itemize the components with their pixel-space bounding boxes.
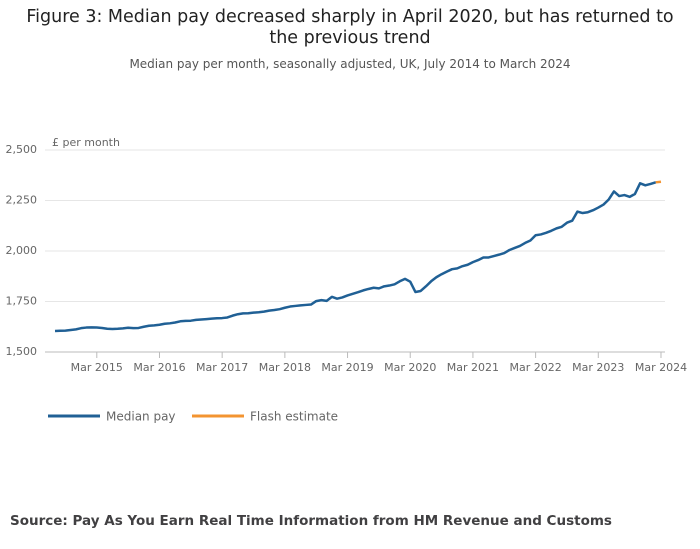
x-tick-label: Mar 2017 — [196, 361, 248, 374]
y-tick-label: 2,500 — [6, 143, 38, 156]
series-line — [54, 181, 657, 333]
chart-subtitle: Median pay per month, seasonally adjuste… — [129, 57, 571, 71]
x-tick-label: Mar 2023 — [572, 361, 624, 374]
x-tick-label: Mar 2016 — [133, 361, 185, 374]
x-tick-label: Mar 2021 — [447, 361, 499, 374]
x-tick-label: Mar 2020 — [384, 361, 436, 374]
chart: £ per month 1,500 1,750 2,000 2,250 2,500 Mar… — [6, 136, 688, 424]
x-tick-label: Mar 2018 — [259, 361, 311, 374]
x-tick-label: Mar 2024 — [635, 361, 687, 374]
x-tick-label: Mar 2019 — [321, 361, 373, 374]
y-tick-label: 2,000 — [6, 244, 38, 257]
x-tick-label: Mar 2022 — [509, 361, 561, 374]
chart-title: Figure 3: Median pay decreased sharply i… — [26, 7, 674, 48]
y-axis-label: £ per month — [52, 136, 120, 149]
legend-label: Median pay — [106, 410, 176, 424]
legend-label: Flash estimate — [250, 410, 338, 424]
y-tick-label: 1,500 — [6, 345, 38, 358]
y-tick-label: 1,750 — [6, 295, 38, 308]
x-tick-label: Mar 2015 — [71, 361, 123, 374]
series-line — [655, 180, 662, 184]
source: Source: Pay As You Earn Real Time Inform… — [10, 513, 612, 529]
y-tick-label: 2,250 — [6, 194, 38, 207]
